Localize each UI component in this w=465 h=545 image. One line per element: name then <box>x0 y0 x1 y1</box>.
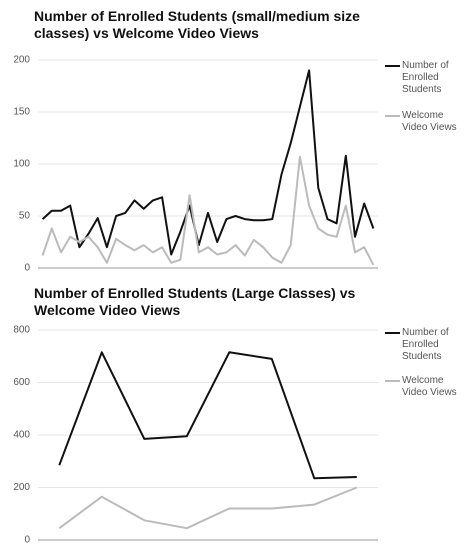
series-line <box>58 486 358 530</box>
chart-title: Number of Enrolled Students (small/mediu… <box>34 8 360 41</box>
y-tick-label: 50 <box>19 211 31 222</box>
series-line <box>41 155 375 266</box>
chart-title: Number of Enrolled Students (Large Class… <box>34 285 356 318</box>
legend-swatch <box>385 332 400 334</box>
y-tick-label: 100 <box>13 159 30 170</box>
series-line <box>58 351 357 480</box>
y-tick-label: 200 <box>13 55 30 66</box>
legend-label: Welcome Video Views <box>402 375 457 398</box>
legend-swatch <box>385 380 400 382</box>
y-tick-label: 600 <box>13 377 30 388</box>
legend-label: Number of Enrolled Students <box>402 327 449 362</box>
y-tick-label: 0 <box>24 263 30 274</box>
legend-swatch <box>385 65 400 67</box>
y-tick-label: 0 <box>24 535 30 545</box>
y-tick-label: 200 <box>13 482 30 493</box>
series-line <box>41 69 375 256</box>
y-tick-label: 800 <box>13 325 30 336</box>
legend-swatch <box>385 115 400 117</box>
legend-label: Welcome Video Views <box>402 110 457 133</box>
legend-label: Number of Enrolled Students <box>402 60 449 95</box>
y-tick-label: 400 <box>13 430 30 441</box>
y-tick-label: 150 <box>13 107 30 118</box>
